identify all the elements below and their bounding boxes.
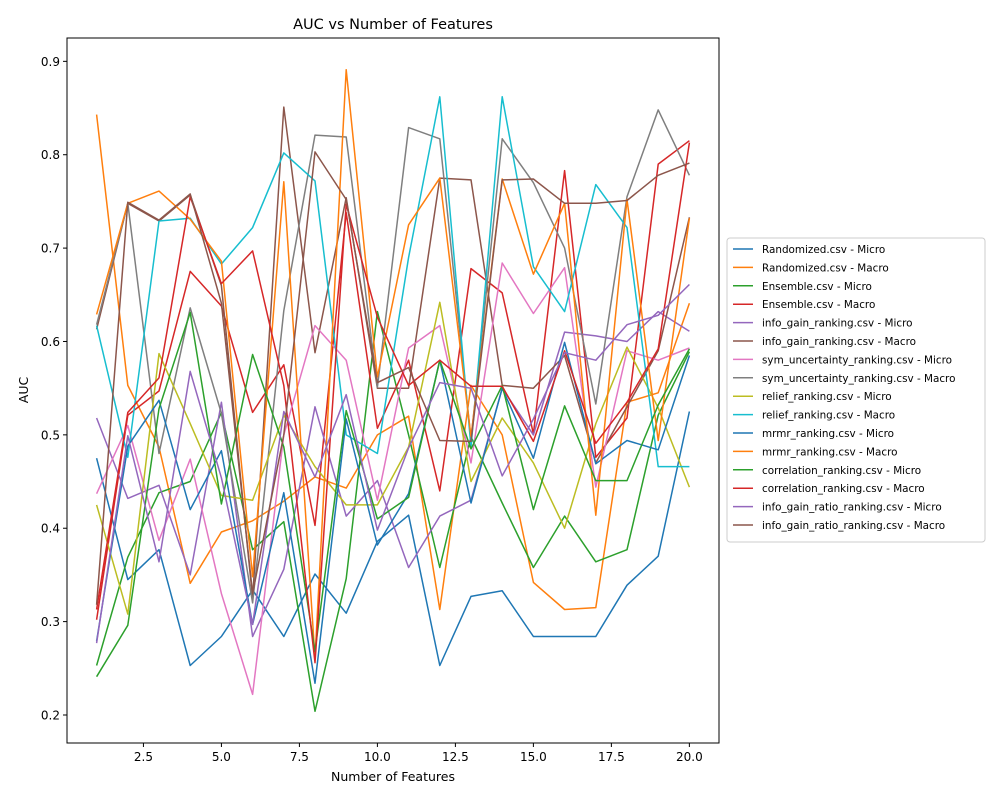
x-tick-label: 5.0 <box>212 750 231 764</box>
y-tick-label: 0.4 <box>41 522 60 536</box>
legend-label: relief_ranking.csv - Micro <box>762 391 892 403</box>
legend-label: Randomized.csv - Macro <box>762 262 889 274</box>
y-tick-label: 0.8 <box>41 148 60 162</box>
legend-entries: Randomized.csv - Micro Randomized.csv - M… <box>733 244 955 532</box>
legend-frame <box>726 237 986 543</box>
legend-label: mrmr_ranking.csv - Micro <box>762 428 894 440</box>
y-tick-label: 0.7 <box>41 242 60 256</box>
x-tick-label: 2.5 <box>134 750 153 764</box>
legend-label: Randomized.csv - Micro <box>762 244 885 256</box>
legend: Randomized.csv - Micro Randomized.csv - M… <box>726 237 986 543</box>
plot-frame <box>66 37 720 744</box>
legend-label: relief_ranking.csv - Macro <box>762 410 895 422</box>
series-line-1 <box>95 411 691 667</box>
y-axis-label: AUC <box>16 377 31 404</box>
series-line-3 <box>95 310 691 713</box>
x-tick-label: 15.0 <box>520 750 547 764</box>
legend-label: sym_uncertainty_ranking.csv - Micro <box>762 354 952 366</box>
series-line-13 <box>95 311 691 678</box>
x-axis-label: Number of Features <box>331 769 455 784</box>
chart-title: AUC vs Number of Features <box>293 17 493 33</box>
y-tick-label: 0.3 <box>41 615 60 629</box>
legend-label: info_gain_ranking.csv - Micro <box>762 318 913 330</box>
x-tick-label: 20.0 <box>676 750 703 764</box>
series-line-11 <box>95 341 691 684</box>
series-line-15 <box>95 283 690 644</box>
legend-label: Ensemble.csv - Micro <box>762 281 872 293</box>
x-tick-label: 7.5 <box>290 750 309 764</box>
legend-label: info_gain_ratio_ranking.csv - Macro <box>762 520 945 532</box>
plot-lines <box>95 68 691 713</box>
y-tick-label: 0.6 <box>41 335 60 349</box>
y-axis-ticks: 0.2 0.3 0.4 0.5 0.6 0.7 0.8 0.9 <box>41 55 67 722</box>
x-tick-label: 10.0 <box>364 750 391 764</box>
x-tick-label: 12.5 <box>442 750 469 764</box>
y-tick-label: 0.9 <box>41 55 60 69</box>
legend-label: Ensemble.csv - Macro <box>762 299 875 311</box>
series-line-16 <box>95 151 690 605</box>
x-tick-label: 17.5 <box>598 750 625 764</box>
legend-label: info_gain_ratio_ranking.csv - Micro <box>762 502 942 514</box>
legend-label: mrmr_ranking.csv - Macro <box>762 446 898 458</box>
y-tick-label: 0.2 <box>41 708 60 722</box>
series-line-12 <box>95 68 691 659</box>
series-line-4 <box>95 140 690 620</box>
x-axis-ticks: 2.5 5.0 7.5 10.0 12.5 15.0 17.5 20.0 <box>134 743 703 764</box>
y-tick-label: 0.5 <box>41 428 60 442</box>
legend-label: info_gain_ranking.csv - Macro <box>762 336 916 348</box>
series-line-7 <box>95 262 690 696</box>
series-line-8 <box>95 109 691 604</box>
series-line-5 <box>95 310 690 638</box>
legend-label: correlation_ranking.csv - Macro <box>762 483 925 495</box>
legend-label: correlation_ranking.csv - Micro <box>762 465 921 477</box>
legend-label: sym_uncertainty_ranking.csv - Macro <box>762 373 955 385</box>
